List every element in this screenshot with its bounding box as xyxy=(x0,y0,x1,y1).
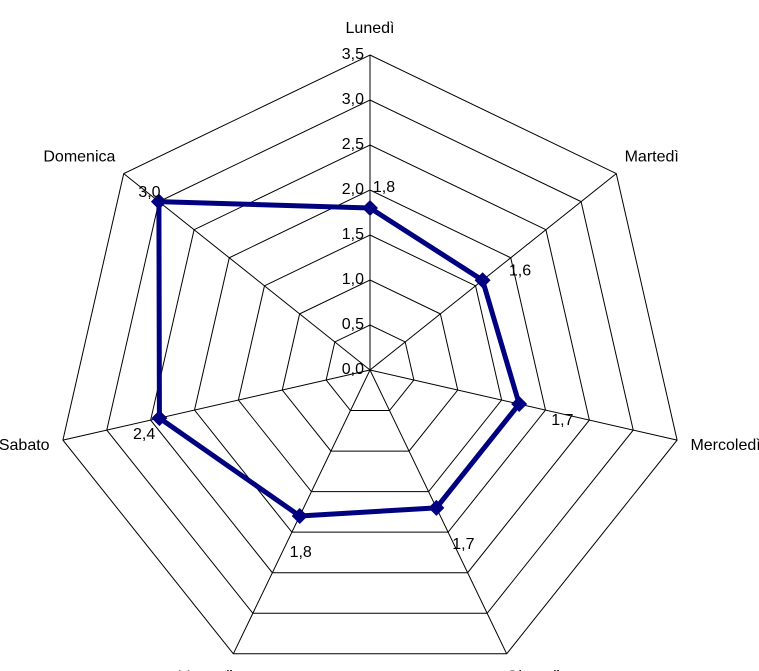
tick-label: 0,5 xyxy=(342,316,364,333)
tick-label: 1,0 xyxy=(342,271,364,288)
grid-ring xyxy=(325,324,415,412)
data-label: 1,8 xyxy=(373,179,395,196)
tick-label: 0,0 xyxy=(342,361,364,378)
marker xyxy=(362,200,378,216)
category-label: Domenica xyxy=(43,149,115,166)
tick-label: 3,0 xyxy=(342,91,364,108)
marker xyxy=(150,193,167,210)
category-label: Sabato xyxy=(0,437,50,454)
data-label: 1,6 xyxy=(509,263,531,280)
data-label: 2,4 xyxy=(133,426,155,443)
data-label: 1,7 xyxy=(452,536,474,553)
category-label: Mercoledì xyxy=(690,437,759,454)
tick-label: 2,0 xyxy=(342,181,364,198)
grid-ring xyxy=(281,279,459,452)
category-label: Lunedì xyxy=(346,20,395,37)
grid-ring xyxy=(150,144,590,574)
tick-label: 1,5 xyxy=(342,226,364,243)
category-label: Martedì xyxy=(625,149,679,166)
marker xyxy=(511,396,528,413)
marker xyxy=(428,499,445,516)
series-line xyxy=(156,199,522,519)
tick-label: 3,5 xyxy=(342,46,364,63)
category-label: Venerdì xyxy=(179,668,234,671)
data-label: 1,7 xyxy=(551,412,573,429)
spoke xyxy=(62,369,371,441)
spoke xyxy=(369,173,617,371)
data-label: 1,8 xyxy=(290,544,312,561)
marker xyxy=(151,410,168,427)
marker xyxy=(474,272,491,289)
data-label: 3,0 xyxy=(138,184,160,201)
spoke xyxy=(123,173,371,371)
grid-ring xyxy=(106,99,634,614)
category-label: Giovedì xyxy=(506,668,561,671)
tick-label: 2,5 xyxy=(342,136,364,153)
grid-ring xyxy=(62,54,678,655)
grid-ring xyxy=(193,189,547,533)
grid-ring xyxy=(237,234,503,493)
marker xyxy=(291,507,308,524)
